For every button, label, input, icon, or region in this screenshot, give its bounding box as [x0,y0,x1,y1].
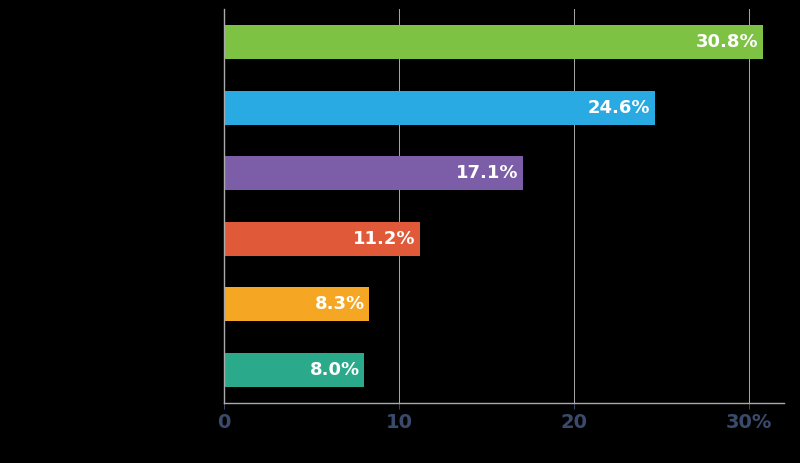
Bar [224,91,654,125]
Text: 8.0%: 8.0% [310,361,360,379]
Text: 11.2%: 11.2% [353,230,416,248]
Bar [224,156,523,190]
Bar [224,353,364,387]
Text: 17.1%: 17.1% [456,164,519,182]
Bar [224,288,370,321]
Text: 30.8%: 30.8% [696,33,758,51]
Bar [224,222,420,256]
Text: 8.3%: 8.3% [314,295,365,313]
Bar [224,25,763,59]
Text: 24.6%: 24.6% [588,99,650,117]
